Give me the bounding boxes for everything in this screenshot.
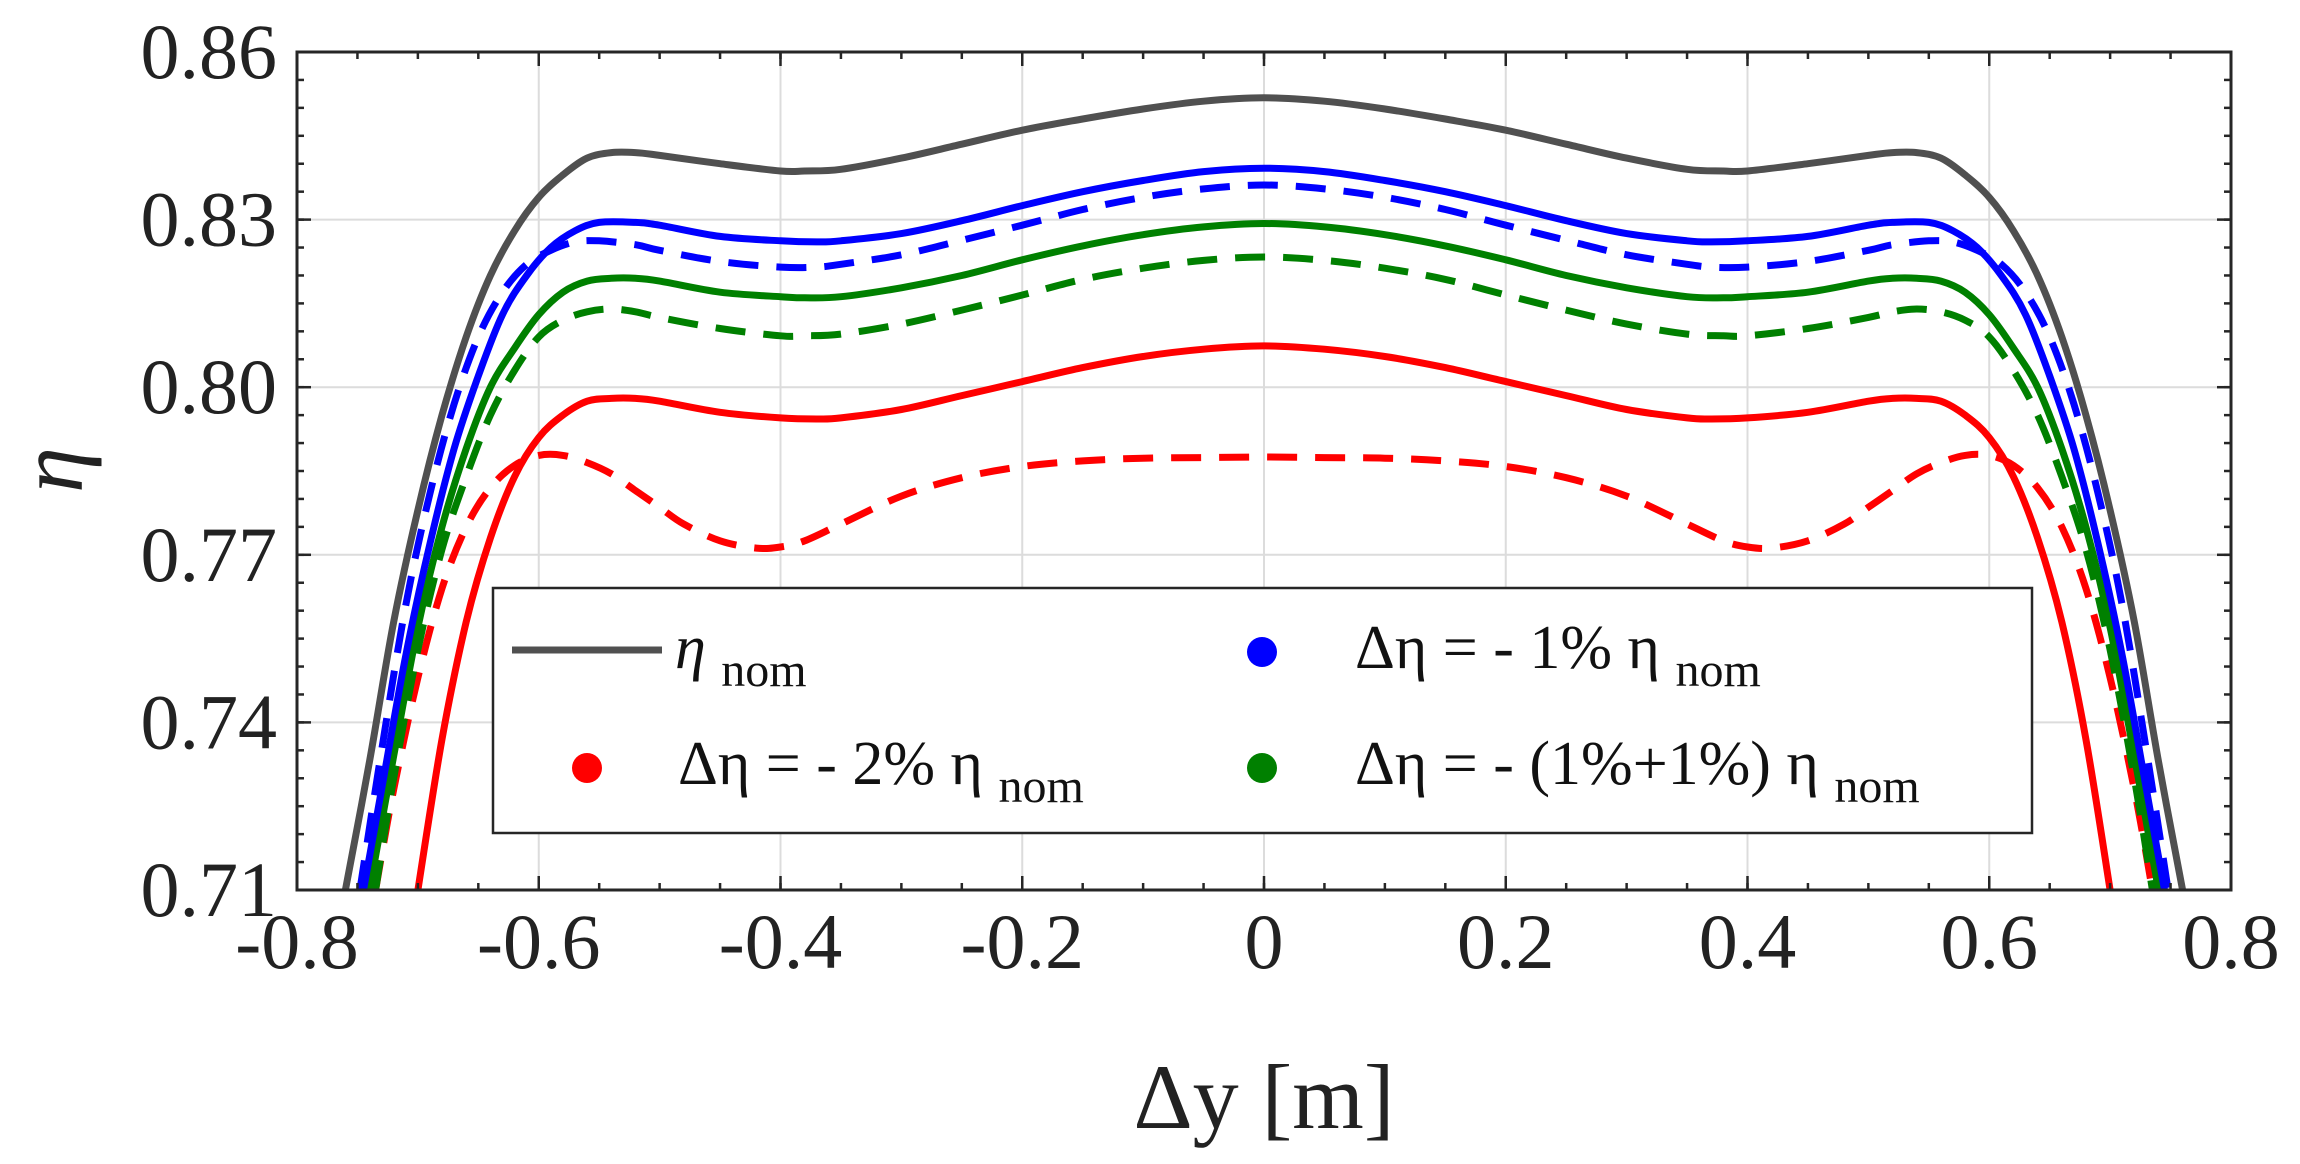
legend-label-nominal-main: η: [675, 614, 706, 682]
y-tick-label: 0.83: [141, 176, 278, 263]
legend-label-nominal: η nom: [675, 614, 807, 697]
legend-box: [491, 586, 2034, 835]
y-tick-label: 0.80: [141, 343, 278, 430]
x-tick-label: 0.6: [1941, 898, 2039, 985]
legend: η nom Δη = - 1% η nom Δη = - 2% η nom Δη…: [491, 586, 2034, 835]
series-line-5: [414, 342, 2114, 890]
legend-label-minus-1: Δη = - 1% η nom: [1355, 614, 1761, 697]
x-tick-label: 0: [1245, 898, 1284, 985]
x-tick-label: 0.4: [1699, 898, 1797, 985]
legend-dot-minus-1: [1247, 637, 1277, 667]
y-tick-label: 0.77: [141, 511, 278, 598]
x-tick-label: -0.4: [719, 898, 842, 985]
x-tick-label: 0.2: [1457, 898, 1555, 985]
y-tick-label: 0.74: [141, 678, 278, 765]
series-line-4: [372, 253, 2156, 890]
x-tick-label: -0.8: [235, 898, 358, 985]
axis-ticks: [295, 50, 2233, 892]
legend-label-minus-1-plus-1-main: Δη = - (1%+1%) η: [1355, 730, 1819, 798]
x-tick-label: -0.6: [477, 898, 600, 985]
series-line-6: [372, 450, 2156, 890]
x-axis-title: Δy [m]: [1134, 1046, 1395, 1148]
series-line-3: [366, 220, 2162, 890]
legend-label-minus-1-main: Δη = - 1% η: [1355, 614, 1660, 682]
x-tick-label: 0.8: [2182, 898, 2280, 985]
legend-label-minus-1-plus-1-sub: nom: [1834, 760, 1919, 813]
legend-label-minus-2-sub: nom: [998, 760, 1083, 813]
x-tick-label: -0.2: [961, 898, 1084, 985]
y-axis-title: η: [0, 447, 102, 493]
legend-dot-minus-2: [572, 753, 602, 783]
legend-label-nominal-sub: nom: [721, 644, 806, 697]
series-lines: [341, 94, 2187, 890]
legend-label-minus-2: Δη = - 2% η nom: [678, 730, 1084, 813]
y-tick-label: 0.71: [141, 846, 278, 933]
series-line-0: [341, 94, 2187, 890]
legend-label-minus-1-plus-1: Δη = - (1%+1%) η nom: [1355, 730, 1920, 813]
series-line-1: [360, 164, 2168, 890]
y-tick-label: 0.86: [141, 8, 278, 95]
tick-labels: -0.8 -0.6 -0.4 -0.2 0 0.2 0.4 0.6 0.8 0.71 0.74 0.7…: [141, 8, 2280, 985]
legend-label-minus-2-main: Δη = - 2% η: [678, 730, 983, 798]
series-line-2: [356, 181, 2172, 890]
legend-dot-minus-1-plus-1: [1247, 753, 1277, 783]
legend-label-minus-1-sub: nom: [1675, 644, 1760, 697]
